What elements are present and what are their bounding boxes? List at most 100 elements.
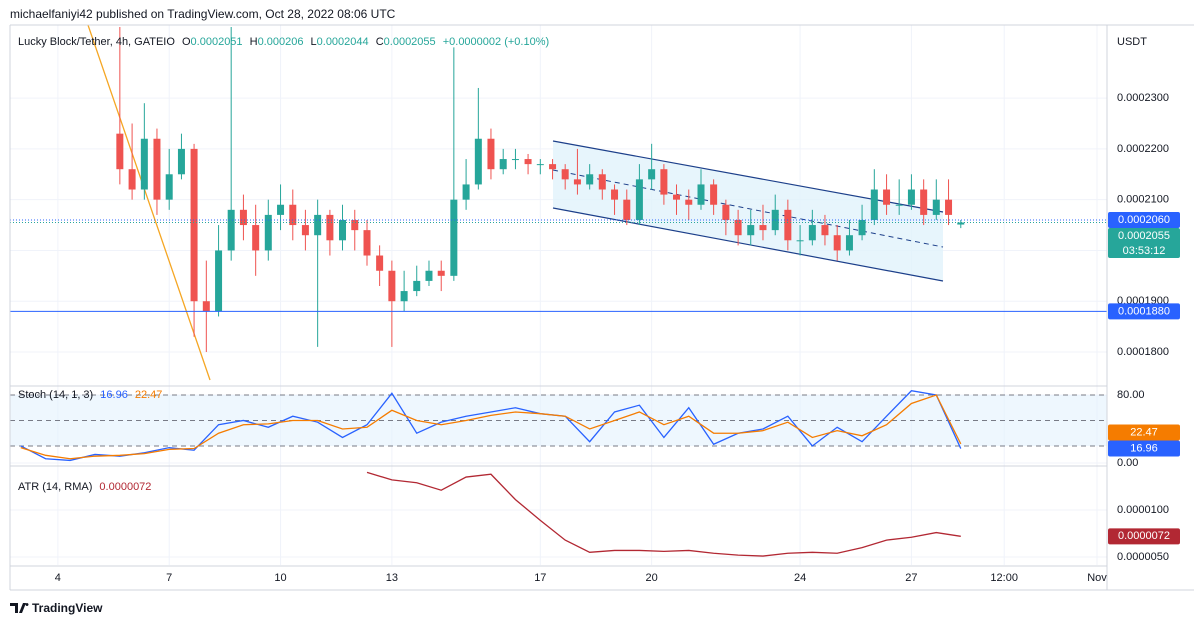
candle-body <box>796 240 804 242</box>
candle-body <box>437 270 445 276</box>
candle-body <box>190 148 198 302</box>
candle-body <box>536 164 544 166</box>
unit: USDT <box>1117 36 1147 48</box>
candle-body <box>215 250 223 312</box>
candle-body <box>784 209 792 241</box>
candle-body <box>450 199 458 276</box>
candle-body <box>561 169 569 180</box>
series-line <box>366 471 961 557</box>
atr-legend: ATR (14, RMA) 0.0000072 <box>18 481 151 493</box>
symbol-title: Lucky Block/Tether, 4h, GATEIO <box>18 36 175 48</box>
data-layer <box>10 27 1107 557</box>
candle-body <box>697 184 705 205</box>
main-legend: Lucky Block/Tether, 4h, GATEIO O0.000205… <box>18 36 549 48</box>
candle-body <box>870 189 878 220</box>
change: +0.0000002 (+0.10%) <box>443 36 549 48</box>
candle-body <box>957 222 965 225</box>
candle-body <box>252 225 260 251</box>
x-tick-label: 4 <box>55 572 61 584</box>
candle-body <box>376 255 384 271</box>
candle-body <box>907 189 915 205</box>
price-label-box <box>1108 528 1180 545</box>
trend-line <box>87 25 211 381</box>
candle-body <box>202 301 210 312</box>
x-tick-label: 24 <box>794 572 806 584</box>
candle-body <box>549 164 557 170</box>
candle-body <box>425 270 433 281</box>
candle-body <box>301 225 309 236</box>
candle-body <box>128 169 136 190</box>
ohlc-letter: H <box>250 36 258 48</box>
candle-body <box>920 189 928 215</box>
price-label-box <box>1108 227 1180 258</box>
candle-body <box>808 225 816 241</box>
price-label-box <box>1108 440 1180 457</box>
candle-body <box>833 235 841 251</box>
candle-body <box>722 204 730 220</box>
stoch-legend: Stoch (14, 1, 3) 16.96 22.47 <box>18 389 162 401</box>
candle-body <box>858 219 866 236</box>
logo <box>10 603 29 613</box>
price-label-box <box>1108 303 1180 320</box>
price-label: 0.0001880 <box>1118 305 1170 317</box>
ohlc-letter: O <box>182 36 191 48</box>
countdown: 03:53:12 <box>1123 245 1166 257</box>
y-tick-label: 0.0001800 <box>1117 346 1169 358</box>
candle-body <box>165 174 173 200</box>
candle-body <box>883 189 891 205</box>
open-value: 0.0002051 <box>191 36 243 48</box>
price-label-box <box>1108 211 1180 228</box>
candle-body <box>413 280 421 292</box>
x-tick-label: 7 <box>166 572 172 584</box>
x-tick-label: 12:00 <box>990 572 1018 584</box>
panel <box>366 471 961 557</box>
y-tick-label: 80.00 <box>1117 389 1145 401</box>
candle-body <box>673 194 681 200</box>
candle-body <box>277 204 285 215</box>
x-tick-label: 13 <box>386 572 398 584</box>
candle-body <box>227 209 235 251</box>
candle-body <box>524 159 532 165</box>
high-value: 0.000206 <box>258 36 304 48</box>
candle-body <box>747 225 755 236</box>
candle-body <box>314 214 322 236</box>
candle-body <box>474 138 482 185</box>
candle-body <box>932 199 940 215</box>
low-value: 0.0002044 <box>317 36 369 48</box>
candle-body <box>339 219 347 241</box>
panel <box>10 27 1107 352</box>
label-layer: 4 7 10 13 17 20 24 27 12:00 Nov0.00018000.0001900… <box>55 92 1180 584</box>
x-tick-label: 10 <box>274 572 286 584</box>
x-tick-label: Nov <box>1087 572 1107 584</box>
stoch-title: Stoch (14, 1, 3) <box>18 389 93 401</box>
price-label: 0.0002060 <box>1118 214 1170 226</box>
candle-body <box>153 138 161 200</box>
ohlc-letter: C <box>376 36 384 48</box>
candle-body <box>685 199 693 205</box>
y-tick-label: 0.00 <box>1117 457 1138 469</box>
candle-body <box>116 133 124 170</box>
ohlc-letter: L <box>311 36 317 48</box>
x-tick-label: 17 <box>534 572 546 584</box>
candle-body <box>710 184 718 205</box>
price-label-box <box>1108 424 1180 441</box>
y-tick-label: 0.0000050 <box>1117 551 1169 563</box>
x-tick-label: 20 <box>646 572 658 584</box>
series-line <box>20 394 962 460</box>
candle-body <box>140 138 148 190</box>
candle-body <box>598 174 606 190</box>
candle-body <box>660 169 668 195</box>
candle-body <box>239 209 247 226</box>
stoch-k-value: 16.96 <box>100 389 128 401</box>
candle-body <box>289 204 297 226</box>
candle-body <box>400 291 408 302</box>
candle-body <box>487 138 495 170</box>
stoch-d-value: 22.47 <box>135 389 163 401</box>
x-tick-label: 27 <box>905 572 917 584</box>
candle-body <box>264 214 272 251</box>
candle-body <box>326 214 334 241</box>
channel-mid <box>552 169 944 248</box>
candle-body <box>177 148 185 175</box>
